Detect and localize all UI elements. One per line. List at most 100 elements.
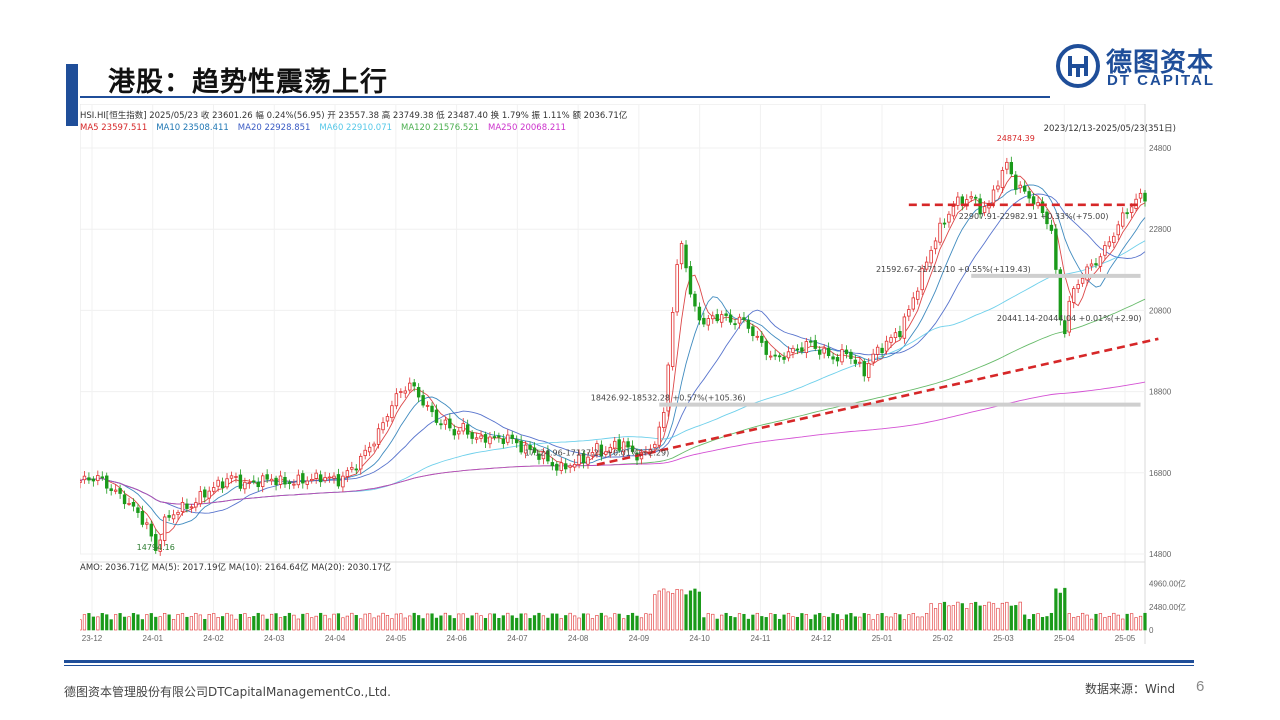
volume-bar [956,601,960,631]
volume-bar [483,618,488,631]
candle-body [399,391,403,393]
candle-body [604,451,608,455]
volume-bar [835,614,840,631]
volume-bar [283,615,287,631]
candle-body [439,423,443,426]
volume-bar [256,612,260,631]
volume-bar [813,614,817,631]
volume-bar [274,613,278,631]
volume-bar [871,619,875,631]
candle-body [421,395,425,406]
candle-body [350,467,354,470]
x-tick-label: 25-03 [993,634,1014,643]
candle-body [862,361,866,377]
volume-bar [118,613,122,631]
volume-bar [506,612,510,631]
volume-bar [96,616,100,631]
volume-bar [332,613,336,631]
volume-bar [929,603,933,631]
volume-bar [978,605,982,631]
candle-body [158,539,162,552]
volume-bar [581,613,586,631]
candle-body [626,441,630,448]
candle-body [332,475,336,479]
candle-body [359,455,363,470]
volume-bar [488,613,492,631]
candle-body [813,340,817,349]
volume-tick-label: 4960.00亿 [1149,579,1186,589]
ma-legend-label: MA20 22928.851 [238,123,311,133]
volume-bar [194,612,198,631]
volume-bar [711,613,715,631]
volume-bar [679,589,684,631]
volume-bar [639,617,644,631]
volume-bar [947,605,951,631]
grid-lines [80,104,1146,644]
title-accent-bar [66,64,78,126]
volume-bar [831,613,835,631]
volume-bar [189,616,194,631]
volume-tick-label: 0 [1149,626,1154,635]
annotation-label: 21592.67-21712.10 +0.55%(+119.43) [876,265,1031,274]
candles [80,156,1147,556]
volume-bar [492,613,497,631]
candle-body [728,314,733,323]
volume-bar [171,619,176,631]
trendline-support [596,337,1159,466]
candle-body [1022,185,1027,192]
volume-bar [550,613,554,631]
candle-body [1121,212,1125,227]
candle-body [216,479,220,487]
candle-body [786,351,791,359]
candle-body [1076,284,1080,290]
volume-bar [902,619,906,631]
volume-bar [537,612,541,631]
candle-body [818,349,822,355]
candle-body [207,490,211,499]
x-tick-label: 24-10 [689,634,710,643]
candle-body [194,502,198,508]
candle-body [234,476,238,478]
volume-bar [341,617,345,631]
candle-body [751,326,755,337]
candle-body [608,446,612,453]
candle-body [920,268,924,291]
candle-body [323,477,327,481]
volume-bar [1018,601,1022,631]
candle-body [831,356,835,360]
candle-body [122,494,127,505]
volume-bar [849,613,853,631]
volume-bar [733,617,737,631]
candle-body [933,240,938,250]
candle-body [408,382,412,391]
candle-body [1058,269,1063,321]
candle-body [871,353,875,363]
volume-bar [884,616,889,631]
candle-body [911,297,915,310]
volume-bar [434,617,439,631]
candle-body [737,316,742,324]
candle-body [461,423,465,432]
candle-body [1125,212,1129,215]
candle-body [733,323,737,326]
candle-body [568,465,572,468]
volume-bar [80,619,82,631]
candle-body [470,432,474,439]
candle-body [341,475,345,488]
candle-body [657,426,661,446]
candle-body [229,475,234,479]
candle-body [791,347,795,353]
candle-body [559,462,563,471]
candle-body [238,474,243,489]
candle-body [354,468,358,471]
annotation-label: 22907.91-22982.91 +0.33%(+75.00) [959,212,1109,221]
y-tick-label: 16800 [1149,469,1172,478]
candle-body [283,476,287,485]
candle-body [252,480,256,483]
volume-bar [818,612,822,631]
candle-body [1000,170,1005,188]
candle-body [844,349,849,355]
candle-body [376,428,381,445]
y-tick-label: 20800 [1149,306,1172,315]
candle-body [457,430,461,435]
